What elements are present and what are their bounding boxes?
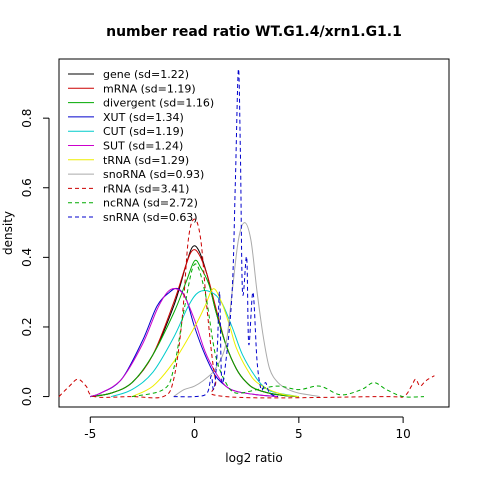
series-line-5 (90, 288, 279, 398)
legend-label: rRNA (sd=3.41) (103, 182, 189, 195)
series-line-8 (58, 218, 435, 399)
legend-label: snoRNA (sd=0.93) (103, 168, 204, 181)
series-line-2 (90, 259, 299, 398)
x-axis: -5 0 5 10 (84, 416, 411, 441)
y-tick-label: 0.0 (20, 387, 34, 406)
y-axis: 0.0 0.2 0.4 0.6 0.8 (20, 109, 50, 406)
series-layer (58, 68, 435, 399)
legend-label: divergent (sd=1.16) (103, 97, 214, 110)
y-tick-label: 0.8 (20, 109, 34, 128)
y-tick-label: 0.4 (20, 248, 34, 267)
plot-frame (58, 58, 450, 408)
series-line-3 (90, 287, 279, 398)
series-line-7 (173, 222, 320, 398)
series-line-1 (90, 249, 299, 398)
legend: gene (sd=1.22)mRNA (sd=1.19) divergent (s… (68, 68, 214, 224)
x-tick-label: -5 (84, 427, 96, 441)
legend-label: gene (sd=1.22) (103, 68, 189, 81)
chart-title: number read ratio WT.G1.4/xrn1.G1.1 (106, 24, 402, 40)
series-line-6 (131, 288, 299, 398)
series-line-10 (173, 68, 279, 398)
x-tick-label: 10 (395, 427, 410, 441)
y-axis-label: density (1, 211, 15, 255)
legend-label: SUT (sd=1.24) (103, 140, 183, 153)
series-line-9 (131, 263, 425, 398)
legend-label: mRNA (sd=1.19) (103, 82, 196, 95)
x-axis-label: log2 ratio (225, 451, 282, 465)
x-tick-label: 5 (295, 427, 303, 441)
y-tick-label: 0.2 (20, 317, 34, 336)
legend-label: ncRNA (sd=2.72) (103, 197, 198, 210)
x-tick-label: 0 (191, 427, 199, 441)
legend-label: snRNA (sd=0.63) (103, 211, 198, 224)
y-tick-label: 0.6 (20, 178, 34, 197)
legend-label: tRNA (sd=1.29) (103, 154, 189, 167)
legend-label: CUT (sd=1.19) (103, 125, 184, 138)
legend-label: XUT (sd=1.34) (103, 111, 184, 124)
